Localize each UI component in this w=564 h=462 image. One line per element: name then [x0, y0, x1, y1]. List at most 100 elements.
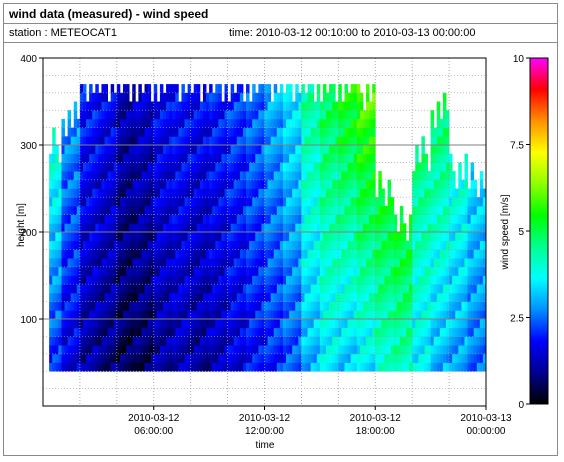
heatmap-cell: [479, 240, 484, 250]
heatmap-cell: [190, 205, 195, 215]
heatmap-cell: [276, 258, 281, 268]
heatmap-cell: [227, 197, 232, 207]
heatmap-cell: [218, 266, 222, 276]
heatmap-cell: [446, 258, 450, 268]
heatmap-cell: [298, 327, 302, 337]
heatmap-cell: [255, 258, 259, 268]
heatmap-cell: [206, 362, 210, 372]
heatmap-cell: [369, 153, 373, 163]
heatmap-cell: [153, 249, 158, 259]
heatmap-cell: [64, 179, 69, 189]
heatmap-cell: [335, 310, 339, 320]
heatmap-cell: [329, 197, 333, 207]
heatmap-cell: [279, 110, 284, 120]
heatmap-cell: [322, 301, 327, 311]
heatmap-cell: [252, 345, 256, 355]
heatmap-cell: [70, 258, 75, 268]
heatmap-cell: [366, 327, 370, 337]
heatmap-cell: [224, 223, 228, 233]
heatmap-cell: [347, 136, 352, 146]
heatmap-cell: [156, 232, 161, 242]
heatmap-cell: [132, 266, 136, 276]
heatmap-cell: [67, 258, 72, 268]
heatmap-cell: [332, 153, 336, 163]
heatmap-cell: [399, 362, 404, 372]
heatmap-cell: [181, 319, 185, 329]
heatmap-cell: [242, 153, 247, 163]
heatmap-cell: [76, 171, 81, 181]
heatmap-cell: [381, 275, 385, 285]
heatmap-cell: [193, 310, 198, 320]
heatmap-cell: [436, 362, 441, 372]
heatmap-cell: [439, 275, 444, 285]
heatmap-cell: [178, 327, 182, 337]
heatmap-cell: [126, 258, 130, 268]
heatmap-cell: [153, 171, 158, 181]
heatmap-cell: [424, 197, 428, 207]
heatmap-cell: [353, 188, 358, 198]
heatmap-cell: [273, 136, 278, 146]
heatmap-cell: [119, 127, 124, 137]
heatmap-cell: [470, 188, 475, 198]
heatmap-cell: [322, 362, 327, 372]
heatmap-cell: [181, 258, 185, 268]
heatmap-cell: [132, 240, 136, 250]
heatmap-cell: [353, 353, 358, 363]
heatmap-cell: [196, 127, 201, 137]
heatmap-cell: [332, 197, 336, 207]
heatmap-cell: [212, 214, 216, 224]
heatmap-cell: [184, 362, 188, 372]
heatmap-cell: [104, 145, 109, 155]
heatmap-cell: [101, 353, 105, 363]
heatmap-cell: [292, 249, 296, 259]
heatmap-cell: [92, 214, 96, 224]
heatmap-cell: [446, 179, 450, 189]
heatmap-cell: [79, 310, 84, 320]
heatmap-cell: [264, 240, 268, 250]
heatmap-cell: [55, 205, 59, 215]
heatmap-cell: [82, 353, 87, 363]
heatmap-cell: [261, 205, 265, 215]
heatmap-cell: [322, 310, 327, 320]
heatmap-cell: [301, 162, 305, 172]
heatmap-cell: [338, 266, 342, 276]
heatmap-cell: [190, 319, 195, 329]
heatmap-cell: [215, 205, 219, 215]
heatmap-cell: [362, 319, 367, 329]
heatmap-cell: [273, 84, 278, 94]
heatmap-cell: [82, 101, 87, 111]
heatmap-cell: [178, 205, 182, 215]
heatmap-cell: [73, 240, 78, 250]
heatmap-cell: [169, 223, 173, 233]
heatmap-cell: [184, 136, 188, 146]
heatmap-cell: [70, 197, 75, 207]
heatmap-cell: [270, 275, 275, 285]
heatmap-cell: [82, 362, 87, 372]
heatmap-cell: [159, 362, 164, 372]
heatmap-cell: [73, 197, 78, 207]
heatmap-cell: [122, 162, 127, 172]
heatmap-cell: [295, 319, 299, 329]
heatmap-cell: [286, 301, 290, 311]
heatmap-cell: [412, 197, 416, 207]
heatmap-cell: [415, 214, 419, 224]
heatmap-cell: [362, 345, 367, 355]
heatmap-cell: [286, 118, 290, 128]
heatmap-cell: [279, 310, 284, 320]
heatmap-cell: [138, 223, 142, 233]
heatmap-cell: [473, 353, 478, 363]
colorbar: 02.557.510: [510, 54, 549, 411]
heatmap-cell: [199, 232, 204, 242]
heatmap-cell: [356, 153, 361, 163]
heatmap-cell: [98, 240, 102, 250]
heatmap-cell: [153, 319, 158, 329]
heatmap-cell: [347, 345, 352, 355]
heatmap-cell: [424, 153, 428, 163]
heatmap-cell: [372, 345, 376, 355]
heatmap-cell: [421, 301, 425, 311]
heatmap-cell: [439, 362, 444, 372]
heatmap-cell: [436, 214, 441, 224]
heatmap-cell: [322, 345, 327, 355]
heatmap-cell: [52, 205, 56, 215]
heatmap-cell: [178, 162, 182, 172]
